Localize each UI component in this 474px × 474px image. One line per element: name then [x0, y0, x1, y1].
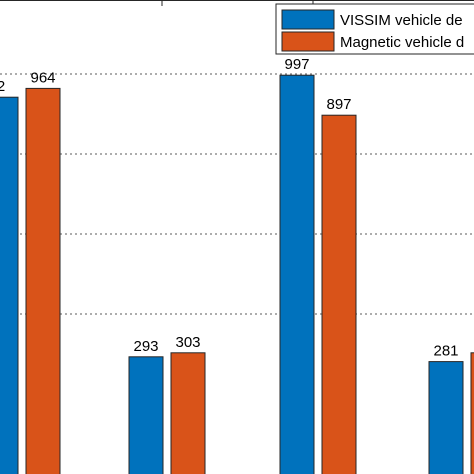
legend-label-vissim: VISSIM vehicle de: [340, 12, 463, 29]
data-label-series1-cat4: 281: [433, 343, 458, 360]
bar-series1-cat2: [128, 356, 164, 474]
data-label-series2-cat1: 964: [30, 69, 55, 86]
bar-series1-cat3: [279, 74, 315, 474]
bar-series2-cat4: [470, 352, 474, 474]
grid-lines: [0, 73, 474, 315]
legend-label-magnetic: Magnetic vehicle d: [340, 34, 464, 51]
bar-series1-cat1: [0, 96, 19, 474]
bar-series2-cat1: [25, 87, 61, 474]
data-label-series2-cat2: 303: [175, 334, 200, 351]
data-labels: 22939972819643038972: [0, 56, 459, 360]
data-label-series1-cat2: 293: [133, 338, 158, 355]
data-label-series1-cat3: 997: [284, 56, 309, 73]
bars: [0, 74, 474, 474]
data-label-series1-cat1: 2: [0, 78, 5, 95]
bar-series2-cat2: [170, 352, 206, 474]
data-label-series2-cat3: 897: [326, 96, 351, 113]
bar-series2-cat3: [321, 114, 357, 474]
bar-series1-cat4: [428, 361, 464, 474]
legend: VISSIM vehicle de Magnetic vehicle d: [275, 3, 474, 55]
legend-swatch-magnetic: [281, 31, 335, 52]
legend-swatch-vissim: [281, 9, 335, 30]
